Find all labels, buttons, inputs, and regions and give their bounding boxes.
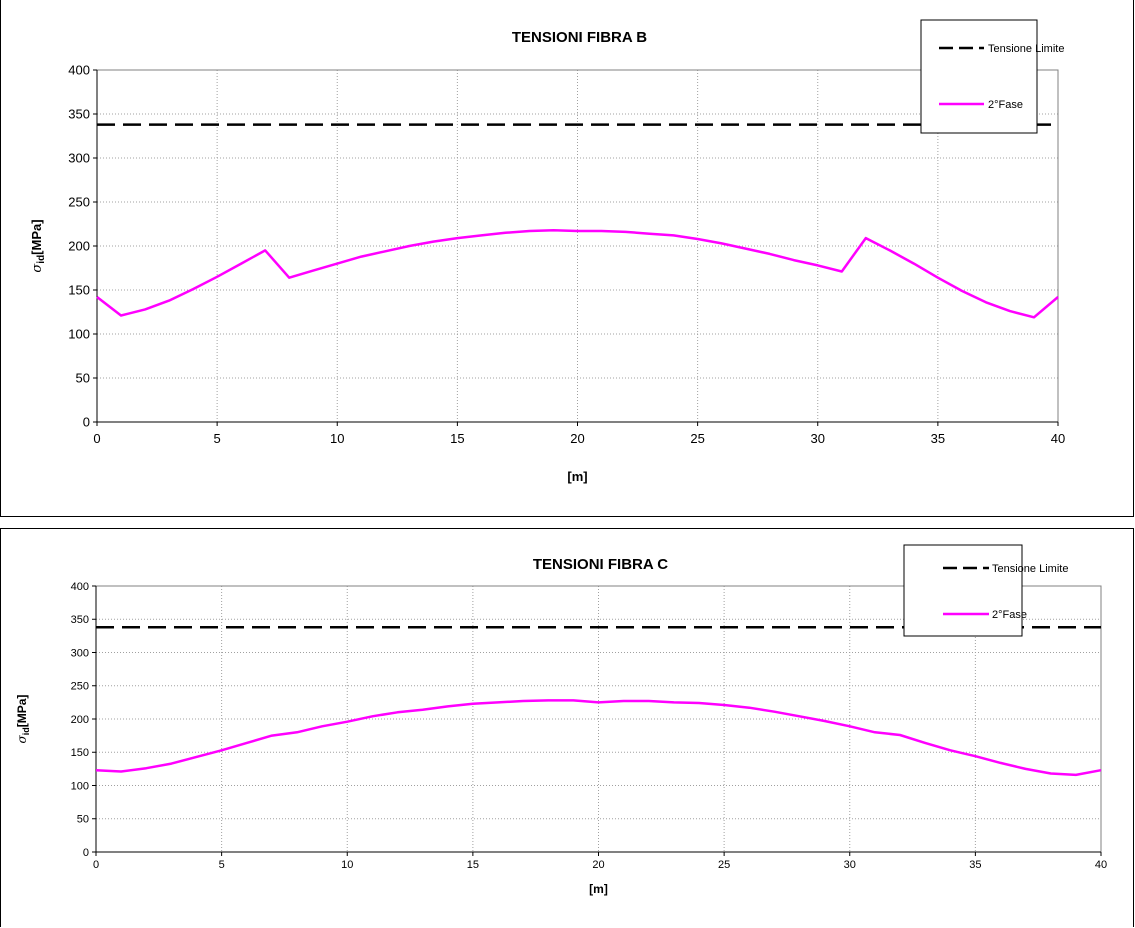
chart-fibra-b: 0 5 10 15 20 25 30 35 40050100150200250300350400… [29, 19, 1065, 484]
y-tick-label: 0 [83, 415, 90, 430]
x-tick-label: 35 [931, 431, 945, 446]
x-tick-label: 30 [811, 431, 825, 446]
legend-box [903, 544, 1023, 637]
chart-title: TENSIONI FIBRA B [512, 29, 647, 46]
x-tick-label: 15 [450, 431, 464, 446]
chart-panel-fibra-b: 0 5 10 15 20 25 30 35 40 0 50 100 150 200 250 300 350 400… [0, 0, 1134, 517]
y-tick-label: 400 [71, 581, 89, 593]
y-axis-label: σid[MPa] [15, 695, 31, 744]
x-tick-label: 0 [93, 431, 100, 446]
x-tick-label: 20 [592, 859, 604, 871]
legend-label-2-fase: 2°Fase [988, 99, 1023, 111]
x-tick-label: 40 [1051, 431, 1065, 446]
y-label-unit: [MPa] [29, 219, 44, 254]
y-tick-label: 250 [68, 195, 90, 210]
y-tick-label: 350 [68, 107, 90, 122]
y-tick-label: 350 [71, 614, 89, 626]
chart-title: TENSIONI FIBRA C [533, 556, 668, 573]
y-tick-label: 300 [71, 647, 89, 659]
y-tick-label: 150 [71, 747, 89, 759]
y-axis-label: σid[MPa] [29, 219, 47, 272]
series-2-fase-line [95, 699, 1102, 777]
x-tick-label: 5 [214, 431, 221, 446]
x-axis-label: [m] [567, 469, 587, 484]
legend-label-tensione-limite: Tensione Limite [988, 43, 1064, 55]
x-tick-label: 25 [690, 431, 704, 446]
y-label-symbol: σ [15, 734, 29, 743]
legend: Tensione Limite 2°Fase [920, 19, 1064, 134]
x-tick-label: 10 [341, 859, 353, 871]
y-tick-label: 200 [68, 239, 90, 254]
y-tick-label: 300 [68, 151, 90, 166]
y-tick-label: 0 [83, 847, 89, 859]
y-label-unit: [MPa] [15, 695, 29, 728]
legend-label-tensione-limite: Tensione Limite [992, 563, 1068, 575]
y-tick-label: 50 [76, 371, 90, 386]
x-tick-label: 25 [718, 859, 730, 871]
legend: Tensione Limite 2°Fase [903, 544, 1068, 637]
legend-label-2-fase: 2°Fase [992, 609, 1027, 621]
x-tick-label: 0 [93, 859, 99, 871]
series-2-fase-line [96, 228, 1059, 319]
x-tick-label: 20 [570, 431, 584, 446]
x-tick-label: 35 [969, 859, 981, 871]
y-label-subscript: id [21, 727, 31, 735]
y-tick-label: 400 [68, 63, 90, 78]
chart-panel-fibra-c: 0 5 10 15 20 25 30 35 40 0 50 100 150 200 250 300 350 400… [0, 528, 1134, 927]
y-label-subscript: id [36, 255, 47, 264]
y-tick-label: 100 [71, 780, 89, 792]
x-axis-label: [m] [589, 882, 608, 896]
y-tick-label: 100 [68, 327, 90, 342]
y-label-symbol: σ [30, 263, 45, 273]
legend-box [920, 19, 1038, 134]
x-tick-label: 5 [219, 859, 225, 871]
x-tick-label: 10 [330, 431, 344, 446]
y-tick-label: 150 [68, 283, 90, 298]
x-tick-label: 30 [844, 859, 856, 871]
chart-fibra-c: 0 5 10 15 20 25 30 35 40050100150200250300350400… [15, 544, 1107, 896]
x-tick-label: 40 [1095, 859, 1107, 871]
y-tick-label: 200 [71, 714, 89, 726]
y-tick-label: 50 [77, 814, 89, 826]
y-tick-label: 250 [71, 681, 89, 693]
x-tick-label: 15 [467, 859, 479, 871]
